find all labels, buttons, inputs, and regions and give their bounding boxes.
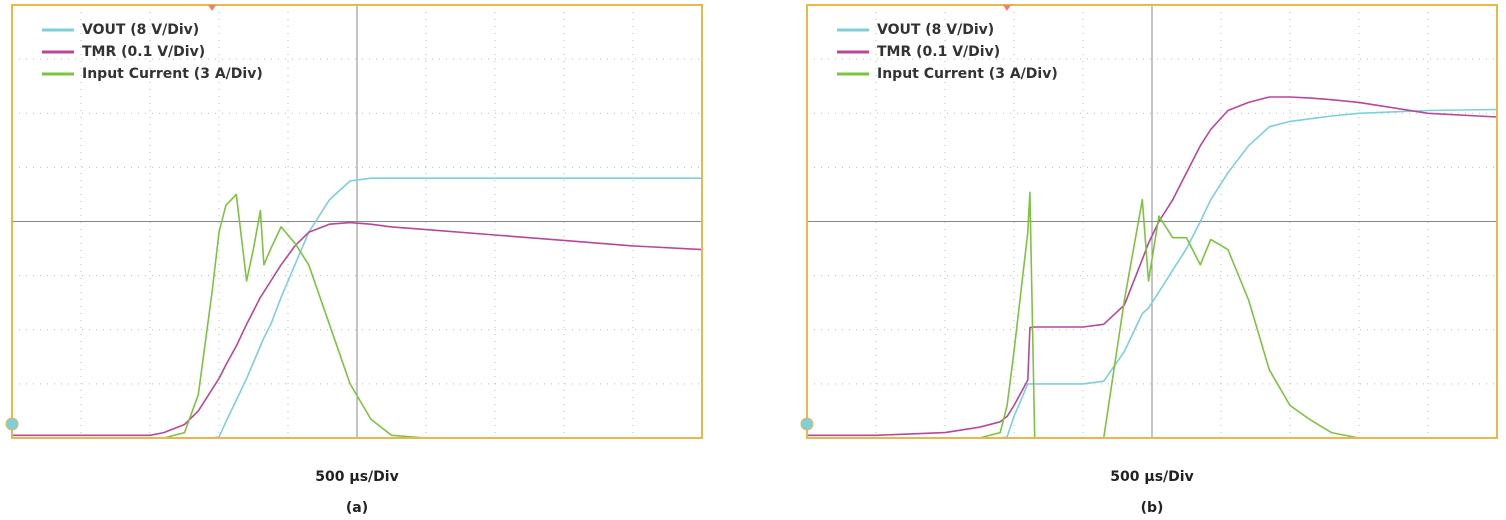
x-axis-label: 500 µs/Div <box>315 469 398 485</box>
trace <box>807 96 1498 437</box>
legend-label: Input Current (3 A/Div) <box>877 66 1058 82</box>
caption: (b) <box>1141 500 1164 516</box>
frame <box>11 4 703 439</box>
trigger-marker <box>208 5 216 11</box>
legend-label: TMR (0.1 V/Div) <box>82 44 205 60</box>
channel-marker <box>800 417 814 431</box>
frame <box>806 4 1498 439</box>
legend-label: VOUT (8 V/Div) <box>877 22 994 38</box>
x-axis-label: 500 µs/Div <box>1110 469 1193 485</box>
trace <box>807 191 1497 439</box>
legend-label: Input Current (3 A/Div) <box>82 66 263 82</box>
channel-marker <box>5 417 19 431</box>
legend-label: TMR (0.1 V/Div) <box>877 44 1000 60</box>
caption: (a) <box>346 500 368 516</box>
trigger-marker <box>1003 5 1011 11</box>
legend-label: VOUT (8 V/Div) <box>82 22 199 38</box>
